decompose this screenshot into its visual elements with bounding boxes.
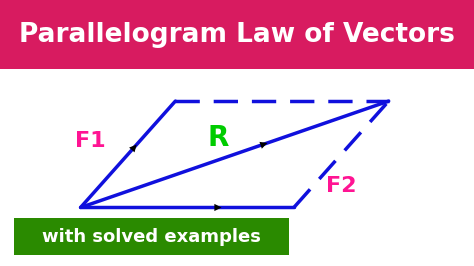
Text: F2: F2 xyxy=(326,176,356,196)
Bar xyxy=(0,0,474,69)
Text: Parallelogram Law of Vectors: Parallelogram Law of Vectors xyxy=(19,22,455,48)
Text: with solved examples: with solved examples xyxy=(42,228,261,246)
Text: R: R xyxy=(207,124,229,152)
Bar xyxy=(14,218,289,255)
Text: F1: F1 xyxy=(75,131,105,151)
